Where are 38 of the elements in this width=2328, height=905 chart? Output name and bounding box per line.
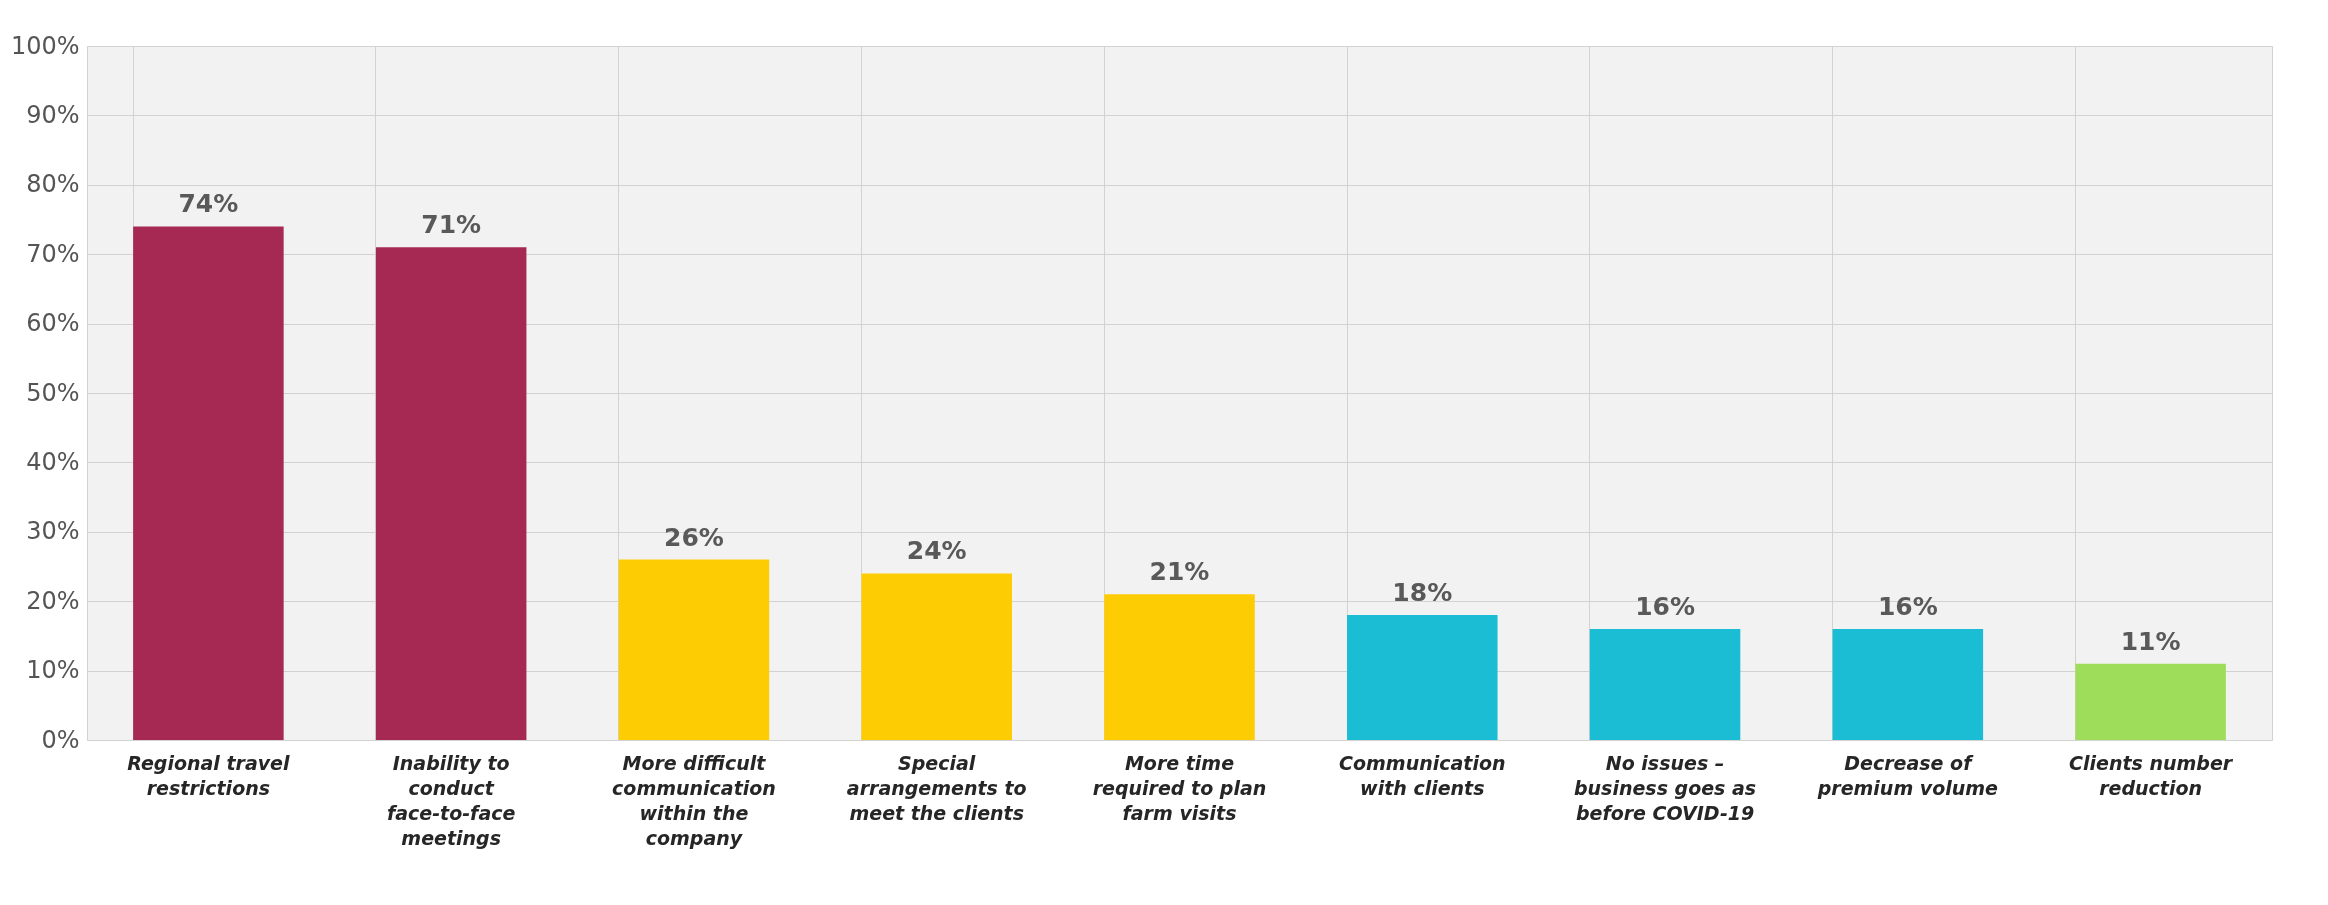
data-label: 26%	[664, 522, 724, 552]
y-tick-label: 30%	[26, 517, 80, 546]
bar	[618, 559, 770, 740]
y-tick-label: 40%	[26, 447, 80, 476]
data-label: 71%	[421, 210, 482, 240]
x-tick-label: Regional travel restrictions	[127, 751, 291, 799]
data-label: 21%	[1149, 557, 1210, 587]
bar	[1832, 628, 1984, 740]
bar	[1589, 628, 1741, 740]
x-tick-label: Communication with clients	[1339, 751, 1506, 799]
bar	[861, 573, 1012, 740]
bar	[2075, 663, 2226, 740]
data-label: 24%	[906, 536, 967, 566]
bar	[133, 226, 284, 740]
y-tick-label: 10%	[26, 656, 80, 685]
data-label: 11%	[2120, 626, 2181, 656]
y-tick-label: 70%	[26, 239, 80, 268]
bar	[1347, 615, 1498, 740]
data-label: 74%	[178, 189, 239, 219]
x-tick-label: No issues – business goes as before COVID-19	[1573, 751, 1757, 824]
x-tick-label: Clients number reduction	[2069, 751, 2234, 799]
y-tick-label: 20%	[26, 586, 80, 615]
data-label: 16%	[1635, 591, 1695, 621]
x-tick-label: More difficult communication within the company	[612, 751, 776, 849]
y-tick-label: 90%	[26, 100, 80, 129]
bar	[375, 247, 527, 740]
x-tick-label: More time required to plan farm visits	[1092, 751, 1267, 824]
data-label: 16%	[1877, 591, 1938, 621]
y-tick-label: 50%	[26, 378, 80, 407]
y-tick-label: 0%	[41, 725, 80, 754]
x-tick-label: Decrease of premium volume	[1816, 751, 1999, 799]
y-tick-label: 60%	[26, 309, 80, 338]
x-tick-label: Special arrangements to meet the clients	[846, 751, 1027, 824]
data-label: 18%	[1392, 578, 1453, 608]
x-tick-label: Inability to conduct face-to-face meetings	[386, 751, 516, 849]
y-tick-label: 100%	[10, 31, 80, 60]
bar	[1104, 594, 1255, 740]
y-tick-label: 80%	[26, 170, 80, 199]
